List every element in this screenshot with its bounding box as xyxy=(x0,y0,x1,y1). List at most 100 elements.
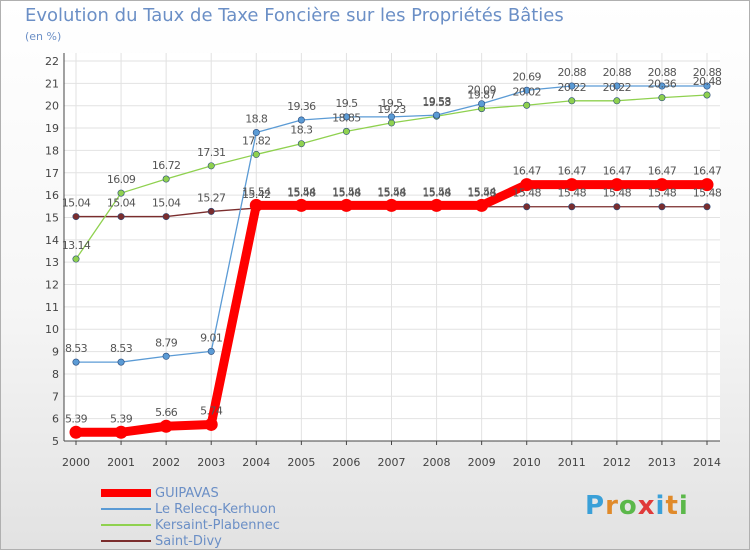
y-tick-label: 10 xyxy=(45,323,59,336)
logo-letter: o xyxy=(618,491,638,521)
data-label-le-relecq-kerhuon: 20.09 xyxy=(467,84,496,97)
data-point-guipavas xyxy=(339,198,353,212)
legend-label: Saint-Divy xyxy=(155,533,222,549)
y-tick-label: 11 xyxy=(45,301,59,314)
data-point-le-relecq-kerhuon xyxy=(523,86,531,94)
data-label-guipavas: 15.54 xyxy=(332,185,361,198)
data-label-kersaint-plabennec: 20.22 xyxy=(603,81,632,94)
data-point-guipavas xyxy=(520,178,534,192)
data-point-guipavas xyxy=(700,178,714,192)
data-point-kersaint-plabennec xyxy=(162,175,170,183)
data-label-kersaint-plabennec: 18.3 xyxy=(290,124,313,137)
data-label-saint-divy: 15.48 xyxy=(558,187,587,200)
data-point-le-relecq-kerhuon xyxy=(433,111,441,119)
logo-letter: P xyxy=(585,491,606,521)
data-point-saint-divy xyxy=(523,203,531,211)
data-label-saint-divy: 15.48 xyxy=(287,187,316,200)
data-point-le-relecq-kerhuon xyxy=(613,82,621,90)
legend-label: Le Relecq-Kerhuon xyxy=(155,501,276,517)
x-tick-label: 2003 xyxy=(197,456,225,469)
data-label-le-relecq-kerhuon: 8.79 xyxy=(155,336,178,349)
x-tick-label: 2014 xyxy=(693,456,721,469)
data-label-kersaint-plabennec: 16.09 xyxy=(107,173,136,186)
data-point-kersaint-plabennec xyxy=(613,97,621,105)
data-label-guipavas: 16.47 xyxy=(648,165,677,178)
data-point-le-relecq-kerhuon xyxy=(342,113,350,121)
data-label-kersaint-plabennec: 17.31 xyxy=(197,146,226,159)
data-label-le-relecq-kerhuon: 20.69 xyxy=(512,70,541,83)
data-point-kersaint-plabennec xyxy=(658,94,666,102)
data-label-le-relecq-kerhuon: 19.5 xyxy=(335,97,358,110)
x-tick-label: 2011 xyxy=(558,456,586,469)
data-label-guipavas: 5.74 xyxy=(200,404,223,417)
data-label-saint-divy: 15.48 xyxy=(332,187,361,200)
data-label-le-relecq-kerhuon: 20.88 xyxy=(693,66,722,79)
data-point-guipavas xyxy=(610,178,624,192)
x-tick-label: 2012 xyxy=(603,456,631,469)
data-point-guipavas xyxy=(249,198,263,212)
logo-letter: r xyxy=(605,491,619,521)
x-tick-label: 2000 xyxy=(62,456,90,469)
legend-item-guipavas: GUIPAVAS xyxy=(101,485,280,501)
legend-label: GUIPAVAS xyxy=(155,485,219,501)
data-point-kersaint-plabennec xyxy=(252,150,260,158)
y-tick-label: 9 xyxy=(52,346,59,359)
legend-swatch xyxy=(101,508,151,510)
data-point-guipavas xyxy=(430,198,444,212)
data-label-kersaint-plabennec: 20.48 xyxy=(693,75,722,88)
data-label-le-relecq-kerhuon: 8.53 xyxy=(65,342,88,355)
data-label-guipavas: 15.54 xyxy=(377,185,406,198)
x-tick-label: 2008 xyxy=(423,456,451,469)
data-label-saint-divy: 15.04 xyxy=(62,197,91,210)
data-point-saint-divy xyxy=(613,203,621,211)
data-label-guipavas: 15.54 xyxy=(287,185,316,198)
data-point-le-relecq-kerhuon xyxy=(207,347,215,355)
y-tick-label: 21 xyxy=(45,77,59,90)
data-label-saint-divy: 15.04 xyxy=(107,197,136,210)
data-label-le-relecq-kerhuon: 9.01 xyxy=(200,331,222,344)
data-point-kersaint-plabennec xyxy=(387,119,395,127)
y-tick-label: 20 xyxy=(45,100,59,113)
data-label-kersaint-plabennec: 19.87 xyxy=(467,89,496,102)
data-label-le-relecq-kerhuon: 19.5 xyxy=(380,97,403,110)
legend-swatch xyxy=(101,540,151,542)
data-label-guipavas: 16.47 xyxy=(693,165,722,178)
y-tick-label: 12 xyxy=(45,279,59,292)
logo-letter: i xyxy=(655,491,666,521)
data-label-kersaint-plabennec: 16.72 xyxy=(152,159,181,172)
data-point-kersaint-plabennec xyxy=(568,97,576,105)
data-point-kersaint-plabennec xyxy=(297,140,305,148)
chart-legend: GUIPAVAS Le Relecq-Kerhuon Kersaint-Plaben… xyxy=(101,485,280,549)
data-point-le-relecq-kerhuon xyxy=(117,358,125,366)
x-tick-label: 2002 xyxy=(152,456,180,469)
data-label-guipavas: 5.66 xyxy=(155,406,178,419)
data-label-saint-divy: 15.48 xyxy=(648,187,677,200)
data-point-saint-divy xyxy=(568,203,576,211)
data-point-saint-divy xyxy=(117,213,125,221)
data-point-le-relecq-kerhuon xyxy=(162,352,170,360)
data-label-saint-divy: 15.04 xyxy=(152,197,181,210)
data-label-guipavas: 5.39 xyxy=(65,412,88,425)
legend-swatch xyxy=(101,489,151,497)
data-label-saint-divy: 15.48 xyxy=(467,187,496,200)
data-label-kersaint-plabennec: 20.22 xyxy=(558,81,587,94)
data-point-kersaint-plabennec xyxy=(207,162,215,170)
data-point-guipavas xyxy=(385,198,398,212)
data-label-saint-divy: 15.48 xyxy=(603,187,632,200)
x-tick-label: 2013 xyxy=(648,456,676,469)
data-label-guipavas: 15.54 xyxy=(467,185,496,198)
data-label-saint-divy: 15.42 xyxy=(242,188,271,201)
data-point-le-relecq-kerhuon xyxy=(658,82,666,90)
y-tick-label: 14 xyxy=(45,234,59,247)
logo-letter: t xyxy=(665,491,679,521)
data-label-kersaint-plabennec: 20.36 xyxy=(648,78,677,91)
data-label-saint-divy: 15.48 xyxy=(693,187,722,200)
data-point-kersaint-plabennec xyxy=(703,91,711,99)
y-tick-label: 15 xyxy=(45,211,59,224)
data-label-le-relecq-kerhuon: 20.88 xyxy=(558,66,587,79)
y-tick-label: 8 xyxy=(52,368,59,381)
data-point-le-relecq-kerhuon xyxy=(478,100,486,108)
x-tick-label: 2005 xyxy=(287,456,315,469)
x-tick-label: 2004 xyxy=(242,456,270,469)
